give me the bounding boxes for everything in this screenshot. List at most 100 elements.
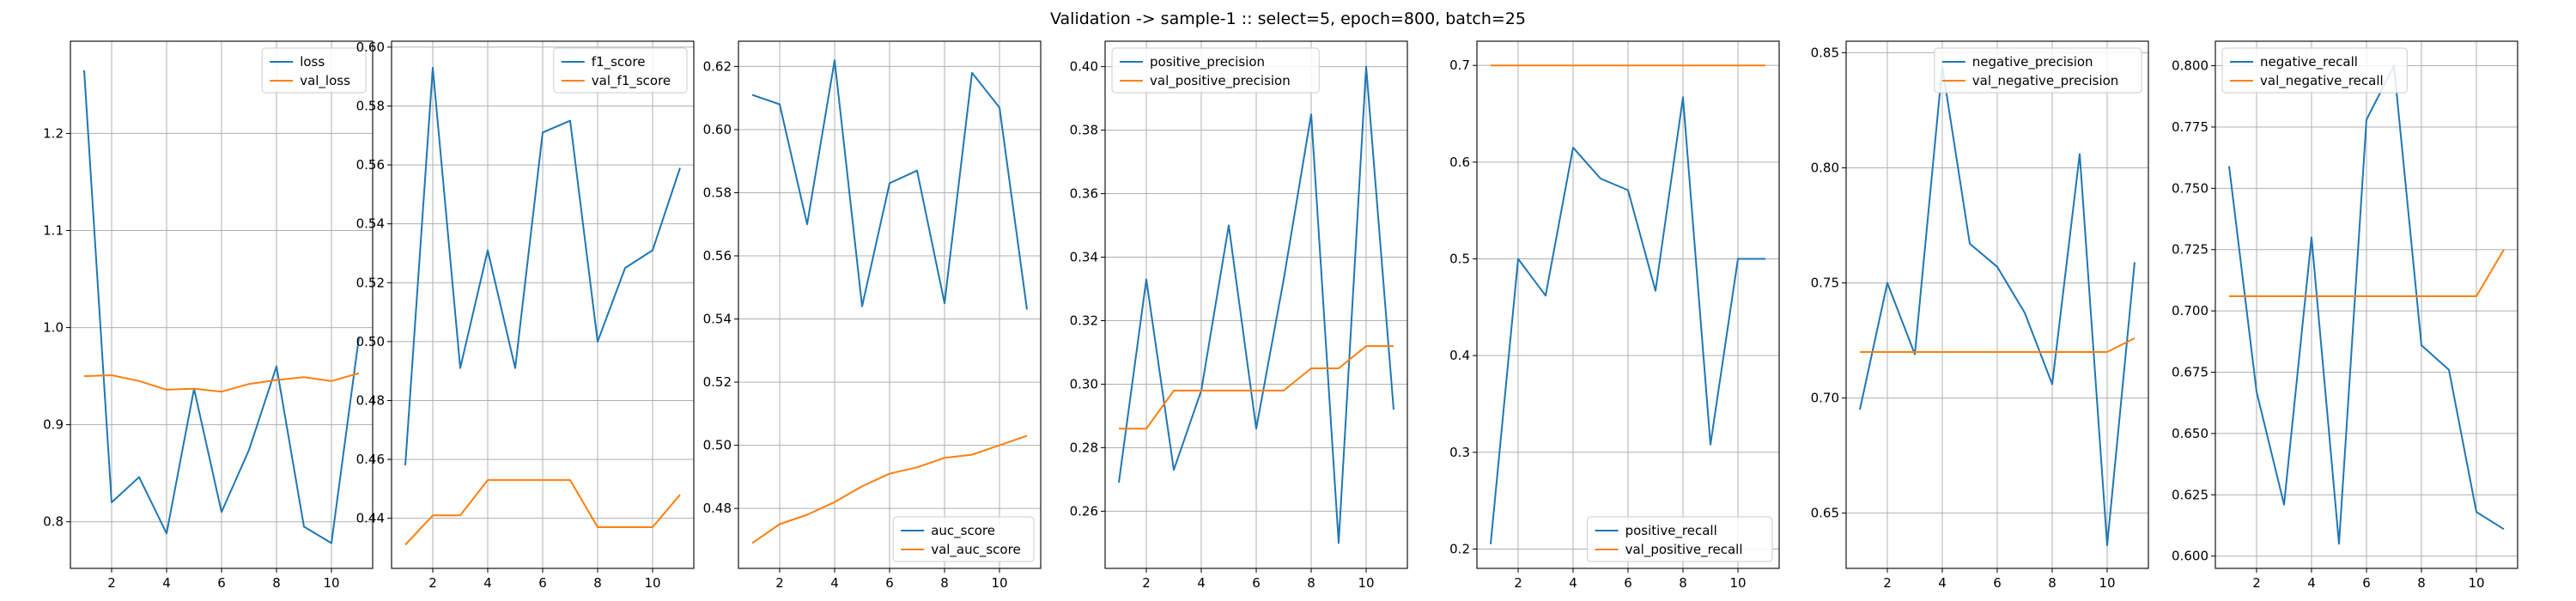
x-tick-label: 6	[1252, 575, 1261, 591]
legend-entry-val_auc_score: val_auc_score	[931, 542, 1021, 558]
y-tick-label: 0.725	[2172, 242, 2208, 258]
legend: positive_recall val_positive_recall	[1587, 516, 1773, 562]
x-tick-label: 2	[1142, 575, 1151, 591]
axes-frame	[738, 40, 1042, 569]
series-line-loss	[83, 70, 360, 544]
y-tick-label: 0.52	[356, 275, 385, 290]
x-tick-label: 2	[775, 575, 784, 591]
x-tick-label: 2	[1883, 575, 1892, 591]
x-tick-label: 2	[2252, 575, 2261, 591]
x-tick-label: 4	[2307, 575, 2316, 591]
x-tick-label: 6	[2362, 575, 2371, 591]
legend-box	[1111, 47, 1320, 94]
legend-box	[1934, 47, 2142, 94]
subplot-7: 0.600 0.625 0.650 0.675 0.700 0.725 0.750 0.775…	[2172, 40, 2518, 591]
legend: positive_precision val_positive_precision	[1111, 47, 1320, 94]
legend-entry-positive_precision: positive_precision	[1150, 54, 1265, 70]
axes-frame	[391, 40, 695, 569]
axes-frame	[1104, 40, 1408, 569]
y-tick-label: 0.56	[356, 157, 385, 173]
y-tick-label: 1.1	[43, 222, 64, 238]
y-tick-label: 0.58	[356, 98, 385, 113]
subplot-5: 0.2 0.3 0.4 0.5 0.6 0.7 2 4 6 8 10 positive_recallv…	[1449, 40, 1780, 591]
y-tick-label: 0.700	[2172, 303, 2208, 319]
x-tick-label: 8	[2417, 575, 2426, 591]
x-tick-label: 4	[1197, 575, 1206, 591]
x-tick-label: 6	[217, 575, 226, 591]
figure-title: Validation -> sample-1 :: select=5, epoc…	[1050, 9, 1526, 28]
y-tick-label: 0.46	[356, 452, 385, 467]
axes-frame	[70, 40, 374, 569]
y-tick-label: 0.4	[1449, 348, 1470, 363]
series-line-positive_precision	[1118, 65, 1394, 544]
legend-entry-val_negative_recall: val_negative_recall	[2260, 73, 2384, 89]
legend-entry-val_positive_recall: val_positive_recall	[1625, 542, 1743, 558]
y-tick-label: 0.56	[703, 248, 732, 264]
y-tick-label: 0.7	[1449, 58, 1470, 73]
y-tick-label: 0.54	[356, 216, 385, 232]
legend-box	[553, 47, 688, 94]
y-tick-label: 0.650	[2172, 426, 2208, 441]
x-tick-label: 6	[1624, 575, 1632, 591]
y-tick-label: 0.28	[1070, 440, 1098, 455]
y-tick-label: 0.54	[703, 312, 732, 327]
x-tick-label: 8	[940, 575, 949, 591]
x-tick-label: 8	[272, 575, 281, 591]
y-tick-label: 0.80	[1811, 160, 1839, 175]
y-tick-label: 0.675	[2172, 365, 2208, 380]
y-tick-label: 0.625	[2172, 487, 2208, 502]
y-tick-label: 0.34	[1070, 250, 1098, 265]
y-tick-label: 0.52	[703, 374, 732, 390]
x-tick-label: 2	[107, 575, 116, 591]
y-tick-label: 0.50	[356, 334, 385, 349]
series-line-val_positive_precision	[1119, 345, 1394, 430]
series-line-auc_score	[751, 59, 1028, 310]
x-tick-label: 6	[885, 575, 894, 591]
y-tick-label: 1.2	[43, 125, 64, 141]
y-tick-label: 0.26	[1070, 503, 1098, 519]
y-tick-label: 0.40	[1070, 59, 1098, 75]
x-tick-label: 4	[1938, 575, 1947, 591]
legend-entry-negative_recall: negative_recall	[2260, 54, 2358, 70]
x-tick-label: 8	[1679, 575, 1687, 591]
y-tick-label: 0.38	[1070, 123, 1098, 138]
x-tick-label: 8	[1307, 575, 1315, 591]
legend-entry-loss: loss	[300, 54, 325, 70]
subplot-grid: 0.80.91.01.11.22 4 6 8 10lossval_loss0.440.4…	[43, 39, 2518, 591]
x-tick-label: 10	[2468, 575, 2484, 591]
y-tick-label: 0.750	[2172, 180, 2208, 196]
y-tick-label: 0.9	[43, 417, 64, 433]
x-tick-label: 4	[830, 575, 839, 591]
y-tick-label: 0.58	[703, 185, 732, 200]
x-tick-label: 10	[2099, 575, 2115, 591]
subplot-6: 0.65 0.70 0.75 0.80 0.85 2 4 6 8 10 negative_preci…	[1811, 40, 2149, 591]
y-tick-label: 0.60	[356, 39, 385, 55]
legend-box	[2221, 47, 2408, 94]
legend-entry-val_f1_score: val_f1_score	[592, 73, 671, 89]
legend: f1_score val_f1_score	[553, 47, 688, 94]
legend: loss val_loss	[261, 47, 367, 94]
axes-frame	[1476, 40, 1780, 569]
series-line-negative_recall	[2228, 64, 2505, 545]
x-tick-label: 6	[538, 575, 547, 591]
x-tick-label: 2	[1514, 575, 1522, 591]
legend-box	[892, 516, 1035, 562]
legend-entry-f1_score: f1_score	[592, 54, 646, 70]
y-tick-label: 0.62	[703, 58, 732, 74]
legend: negative_precision val_negative_precision	[1934, 47, 2142, 94]
legend: auc_score val_auc_score	[892, 516, 1035, 562]
y-tick-label: 0.3	[1449, 445, 1470, 460]
y-tick-label: 0.65	[1811, 506, 1839, 521]
y-tick-label: 0.75	[1811, 276, 1839, 291]
x-tick-label: 4	[483, 575, 492, 591]
subplot-4: 0.26 0.28 0.30 0.32 0.34 0.36 0.38 0.40 2 4 6 8 10 po…	[1070, 40, 1408, 591]
y-tick-label: 0.85	[1811, 45, 1839, 60]
subplot-1: 0.8 0.9 1.0 1.1 1.2 2 4 6 8 10 loss val_loss	[43, 40, 374, 591]
legend-entry-val_loss: val_loss	[300, 73, 350, 89]
axes-frame	[2215, 40, 2518, 569]
y-tick-label: 0.8	[43, 514, 64, 530]
axes-frame	[1845, 40, 2149, 569]
series-line-negative_precision	[1859, 65, 2136, 547]
